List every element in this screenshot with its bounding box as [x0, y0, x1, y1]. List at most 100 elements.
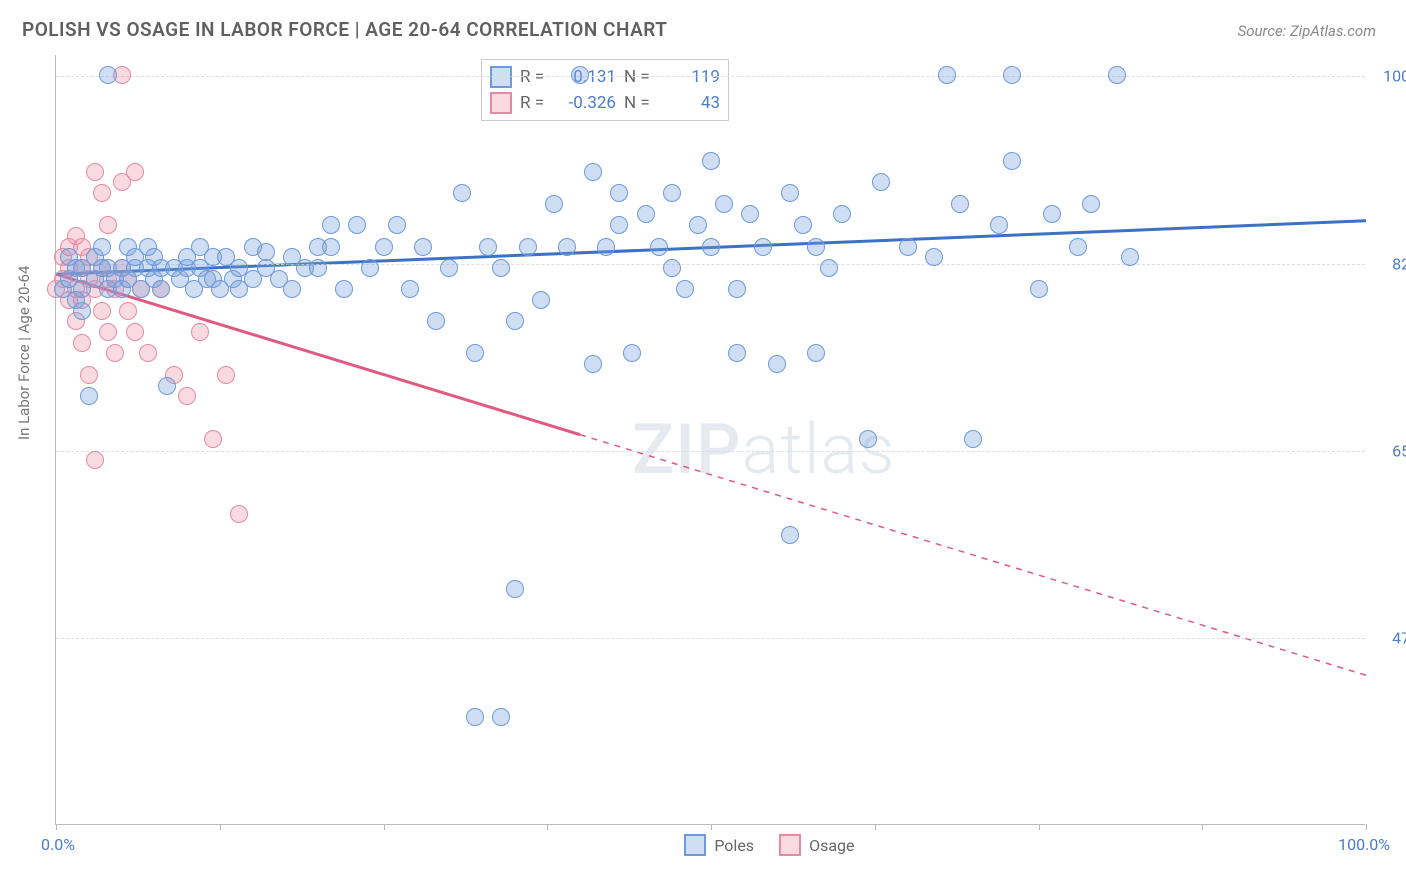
point-poles — [414, 238, 432, 256]
legend-item-osage: Osage — [779, 834, 854, 856]
point-poles — [623, 344, 641, 362]
point-poles — [492, 708, 510, 726]
point-poles — [833, 205, 851, 223]
point-poles — [597, 238, 615, 256]
trend-lines-layer — [56, 55, 1365, 824]
point-poles — [781, 526, 799, 544]
point-osage — [73, 334, 91, 352]
point-osage — [204, 430, 222, 448]
point-poles — [1121, 248, 1139, 266]
plot-area: ZIPatlas R = 0.131 N = 119 R = -0.326 N … — [55, 55, 1365, 825]
point-poles — [427, 312, 445, 330]
point-osage — [217, 366, 235, 384]
point-poles — [322, 216, 340, 234]
point-poles — [1003, 66, 1021, 84]
point-poles — [335, 280, 353, 298]
x-axis-label-start: 0.0% — [41, 835, 75, 854]
point-osage — [86, 451, 104, 469]
x-tick — [56, 824, 57, 830]
point-poles — [794, 216, 812, 234]
point-poles — [964, 430, 982, 448]
x-axis-label-end: 100.0% — [1338, 835, 1390, 854]
point-poles — [990, 216, 1008, 234]
point-poles — [309, 259, 327, 277]
point-poles — [768, 355, 786, 373]
point-poles — [637, 205, 655, 223]
point-osage — [93, 184, 111, 202]
point-poles — [741, 205, 759, 223]
point-poles — [152, 280, 170, 298]
point-poles — [158, 377, 176, 395]
point-osage — [191, 323, 209, 341]
point-poles — [584, 355, 602, 373]
point-poles — [925, 248, 943, 266]
point-poles — [519, 238, 537, 256]
point-poles — [951, 195, 969, 213]
point-poles — [728, 344, 746, 362]
point-poles — [361, 259, 379, 277]
point-poles — [872, 173, 890, 191]
point-poles — [453, 184, 471, 202]
point-poles — [584, 163, 602, 181]
point-poles — [1003, 152, 1021, 170]
point-poles — [257, 243, 275, 261]
point-osage — [126, 323, 144, 341]
stat-n-label: N = — [624, 93, 652, 113]
point-poles — [375, 238, 393, 256]
legend: Poles Osage — [684, 834, 854, 856]
swatch-osage-legend — [779, 834, 801, 856]
x-tick — [220, 824, 221, 830]
point-poles — [702, 152, 720, 170]
point-poles — [401, 280, 419, 298]
point-osage — [93, 302, 111, 320]
point-osage — [178, 387, 196, 405]
point-poles — [99, 66, 117, 84]
gridline — [56, 76, 1365, 77]
point-poles — [506, 312, 524, 330]
point-osage — [230, 505, 248, 523]
swatch-osage — [490, 92, 512, 114]
point-osage — [139, 344, 157, 362]
point-poles — [1069, 238, 1087, 256]
swatch-poles-legend — [684, 834, 706, 856]
point-osage — [119, 302, 137, 320]
point-poles — [650, 238, 668, 256]
gridline — [56, 638, 1365, 639]
point-poles — [754, 238, 772, 256]
point-poles — [781, 184, 799, 202]
point-osage — [99, 323, 117, 341]
point-poles — [728, 280, 746, 298]
point-poles — [702, 238, 720, 256]
point-osage — [86, 163, 104, 181]
x-tick — [1366, 824, 1367, 830]
point-poles — [558, 238, 576, 256]
x-tick — [384, 824, 385, 830]
point-poles — [93, 238, 111, 256]
point-poles — [571, 66, 589, 84]
stats-box: R = 0.131 N = 119 R = -0.326 N = 43 — [481, 59, 729, 121]
point-osage — [99, 216, 117, 234]
point-poles — [506, 580, 524, 598]
point-poles — [348, 216, 366, 234]
point-poles — [322, 238, 340, 256]
stat-r-label: R = — [520, 93, 548, 113]
x-tick — [711, 824, 712, 830]
point-poles — [1082, 195, 1100, 213]
gridline — [56, 451, 1365, 452]
point-poles — [610, 216, 628, 234]
stat-n-osage: 43 — [660, 93, 720, 113]
legend-item-poles: Poles — [684, 834, 754, 856]
y-tick-label: 65.0% — [1392, 441, 1406, 460]
point-poles — [532, 291, 550, 309]
point-poles — [479, 238, 497, 256]
point-poles — [859, 430, 877, 448]
point-poles — [676, 280, 694, 298]
point-poles — [440, 259, 458, 277]
point-poles — [663, 259, 681, 277]
point-osage — [106, 344, 124, 362]
x-tick — [1039, 824, 1040, 830]
point-poles — [466, 708, 484, 726]
point-poles — [492, 259, 510, 277]
gridline — [56, 264, 1365, 265]
y-tick-label: 82.5% — [1392, 254, 1406, 273]
